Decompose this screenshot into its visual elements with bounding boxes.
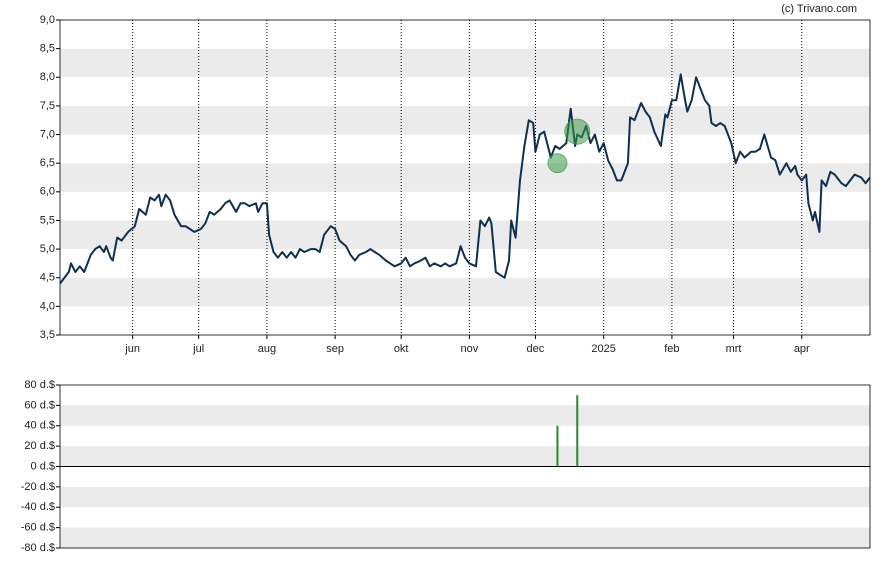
x-tick-label: feb	[664, 343, 679, 355]
x-tick-label: jun	[124, 343, 140, 355]
x-tick-label: mrt	[726, 343, 742, 355]
y-tick-label: 8,0	[40, 71, 55, 83]
y-tick-label: 7,0	[40, 128, 55, 140]
y-tick-label: 5,0	[40, 243, 55, 255]
y-tick-label: 7,5	[40, 100, 55, 112]
grid-band	[60, 220, 870, 250]
x-tick-label: sep	[326, 343, 344, 355]
grid-band	[60, 48, 870, 78]
y-tick-label: 8,5	[40, 43, 55, 55]
y-tick-label: 4,5	[40, 272, 55, 284]
y-tick-label: 5,5	[40, 214, 55, 226]
x-tick-label: aug	[258, 343, 276, 355]
grid-band	[60, 163, 870, 192]
grid-band	[60, 527, 870, 548]
y-tick-label: -20 d.$	[21, 481, 55, 493]
trade-marker	[547, 153, 568, 174]
grid-band	[60, 405, 870, 426]
grid-band	[60, 105, 870, 135]
y-tick-label: -40 d.$	[21, 501, 55, 513]
y-tick-label: 9,0	[40, 14, 55, 26]
y-tick-label: 40 d.$	[24, 420, 55, 432]
bar	[576, 395, 579, 467]
x-tick-label: jul	[192, 343, 204, 355]
x-tick-label: apr	[794, 343, 810, 355]
y-tick-label: 6,5	[40, 157, 55, 169]
y-tick-label: 20 d.$	[24, 440, 55, 452]
y-tick-label: 0 d.$	[31, 460, 55, 472]
y-tick-label: 4,0	[40, 300, 55, 312]
y-tick-label: 60 d.$	[24, 399, 55, 411]
y-tick-label: 80 d.$	[24, 379, 55, 391]
x-tick-label: okt	[394, 343, 409, 355]
y-tick-label: -80 d.$	[21, 542, 55, 554]
y-tick-label: 6,0	[40, 186, 55, 198]
plot-frame	[59, 384, 871, 549]
bar	[556, 425, 559, 467]
x-tick-label: 2025	[591, 343, 615, 355]
x-tick-label: dec	[527, 343, 545, 355]
y-tick-label: 3,5	[40, 329, 55, 341]
trade-marker	[564, 118, 591, 145]
y-tick-label: -60 d.$	[21, 522, 55, 534]
x-tick-label: nov	[461, 343, 479, 355]
grid-band	[60, 486, 870, 508]
grid-band	[60, 446, 870, 467]
source-credit: (c) Trivano.com	[781, 3, 857, 15]
grid-band	[60, 277, 870, 307]
price-line	[59, 73, 871, 285]
